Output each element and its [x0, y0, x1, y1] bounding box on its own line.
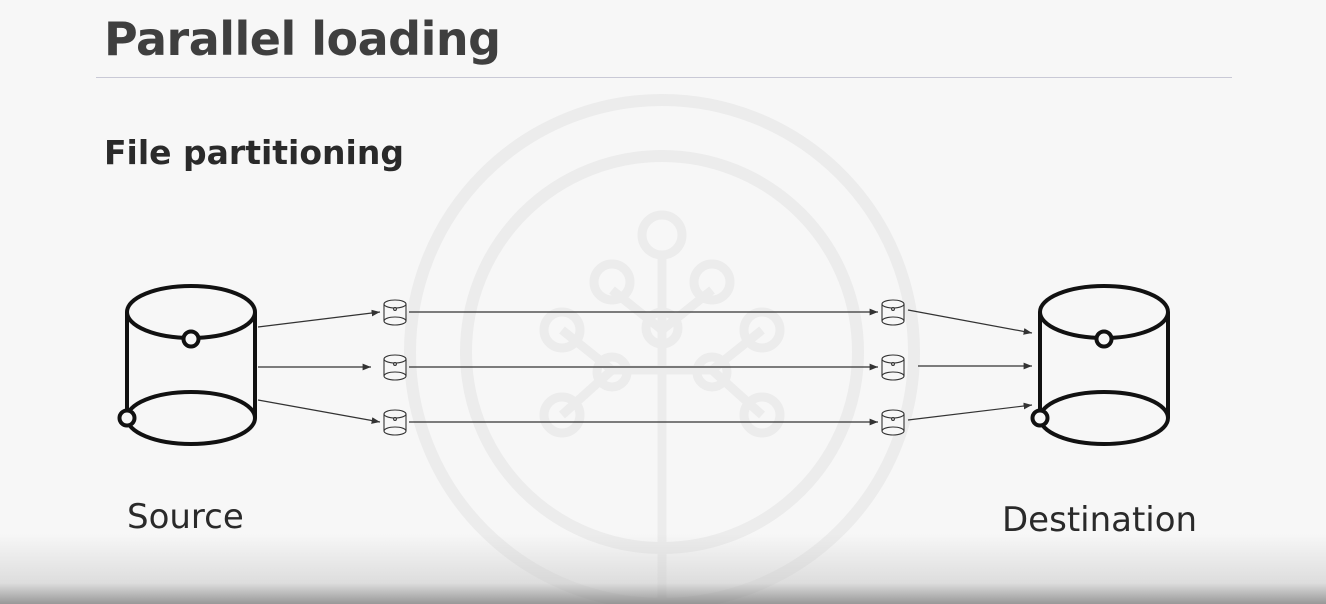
edge-source-partition-3	[257, 399, 381, 424]
source-label: Source	[127, 497, 244, 537]
file-partition-dest-3-icon	[881, 409, 905, 436]
destination-label: Destination	[1002, 500, 1198, 540]
edge-source-partition-1	[257, 309, 381, 328]
edge-partition-1-destination	[907, 309, 1033, 335]
file-partition-dest-2-icon	[881, 354, 905, 381]
bottom-shadow	[0, 534, 1326, 604]
source-database-icon	[117, 284, 257, 446]
subtitle: File partitioning	[104, 133, 404, 172]
page-title: Parallel loading	[104, 12, 501, 66]
destination-database-icon	[1030, 284, 1170, 446]
title-divider	[96, 77, 1232, 78]
file-partition-dest-1-icon	[881, 299, 905, 326]
file-partition-source-3-icon	[383, 409, 407, 436]
file-partition-source-2-icon	[383, 354, 407, 381]
file-partition-source-1-icon	[383, 299, 407, 326]
edge-partition-3-destination	[907, 402, 1033, 421]
